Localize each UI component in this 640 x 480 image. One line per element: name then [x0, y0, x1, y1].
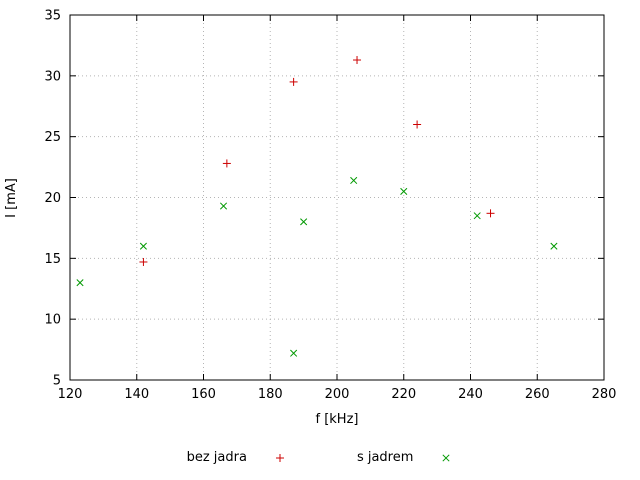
y-axis-label: I [mA]: [4, 178, 19, 218]
legend: bez jadra s jadrem: [0, 450, 640, 465]
plot-area: 120 140 160 180 200 220 240 260 280 5 10 15 20 25 30 35: [44, 9, 616, 403]
svg-text:160: 160: [191, 387, 216, 402]
legend-label-s-jadrem: s jadrem: [356, 450, 414, 465]
svg-text:120: 120: [58, 387, 83, 402]
svg-text:240: 240: [458, 387, 483, 402]
legend-item-s-jadrem: s jadrem: [357, 450, 453, 465]
legend-item-bez-jadra: bez jadra: [187, 450, 287, 465]
x-axis-label: f [kHz]: [316, 412, 359, 427]
svg-text:30: 30: [44, 69, 61, 84]
svg-text:260: 260: [525, 387, 550, 402]
cross-marker-icon: [442, 453, 450, 462]
svg-text:200: 200: [325, 387, 350, 402]
svg-text:220: 220: [391, 387, 416, 402]
svg-text:20: 20: [44, 191, 61, 206]
legend-label-bez-jadra: bez jadra: [186, 450, 247, 465]
svg-text:280: 280: [592, 387, 617, 402]
svg-text:10: 10: [44, 313, 61, 328]
svg-text:180: 180: [258, 387, 283, 402]
svg-text:25: 25: [44, 130, 61, 145]
svg-text:15: 15: [44, 252, 61, 267]
svg-text:35: 35: [44, 9, 61, 24]
plot-svg: I [mA] f [kHz] 120 140 160 180 200 220 240 260 2…: [4, 9, 616, 428]
svg-text:5: 5: [53, 374, 61, 389]
svg-text:140: 140: [124, 387, 149, 402]
plus-marker-icon: [275, 453, 284, 462]
